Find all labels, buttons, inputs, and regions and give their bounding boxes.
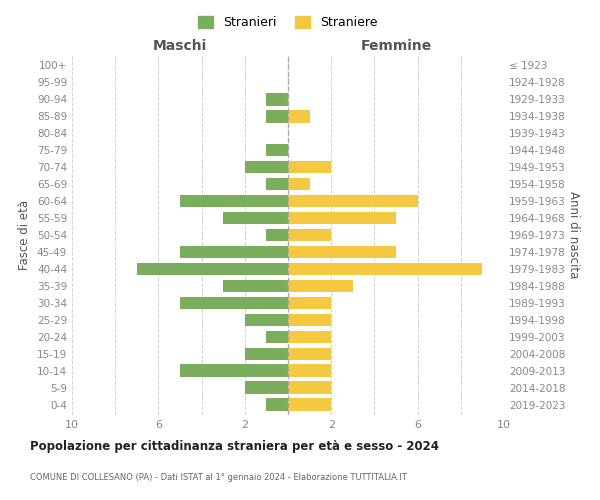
Bar [245, 382, 288, 394]
Bar [288, 330, 331, 344]
Bar [180, 364, 288, 377]
Bar [266, 398, 288, 411]
Text: Maschi: Maschi [153, 40, 207, 54]
Bar [223, 212, 288, 224]
Bar [288, 364, 331, 377]
Bar [288, 280, 353, 292]
Bar [288, 348, 331, 360]
Bar [288, 194, 418, 207]
Y-axis label: Anni di nascita: Anni di nascita [566, 192, 580, 278]
Bar [223, 280, 288, 292]
Bar [288, 212, 396, 224]
Bar [266, 93, 288, 106]
Bar [137, 262, 288, 276]
Bar [266, 144, 288, 156]
Bar [288, 228, 331, 241]
Bar [288, 262, 482, 276]
Bar [288, 160, 331, 173]
Bar [180, 296, 288, 310]
Bar [266, 228, 288, 241]
Bar [288, 246, 396, 258]
Bar [180, 194, 288, 207]
Y-axis label: Fasce di età: Fasce di età [19, 200, 31, 270]
Text: Popolazione per cittadinanza straniera per età e sesso - 2024: Popolazione per cittadinanza straniera p… [30, 440, 439, 453]
Bar [266, 110, 288, 122]
Bar [288, 398, 331, 411]
Bar [245, 160, 288, 173]
Bar [288, 296, 331, 310]
Bar [266, 330, 288, 344]
Text: Femmine: Femmine [361, 40, 431, 54]
Bar [266, 178, 288, 190]
Legend: Stranieri, Straniere: Stranieri, Straniere [193, 11, 383, 34]
Bar [245, 348, 288, 360]
Bar [288, 178, 310, 190]
Text: COMUNE DI COLLESANO (PA) - Dati ISTAT al 1° gennaio 2024 - Elaborazione TUTTITAL: COMUNE DI COLLESANO (PA) - Dati ISTAT al… [30, 473, 407, 482]
Bar [180, 246, 288, 258]
Bar [288, 110, 310, 122]
Bar [288, 314, 331, 326]
Bar [245, 314, 288, 326]
Bar [288, 382, 331, 394]
